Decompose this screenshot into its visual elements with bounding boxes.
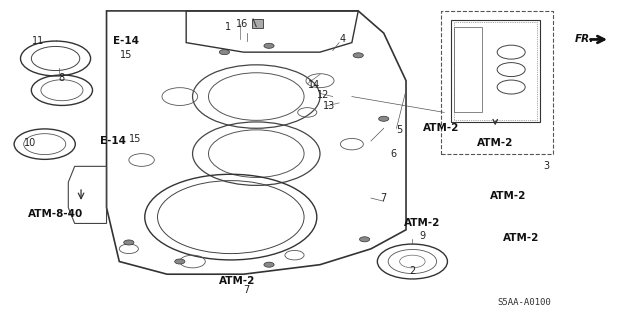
Bar [454, 27, 483, 112]
Text: 15: 15 [129, 134, 141, 144]
Text: 9: 9 [419, 231, 425, 241]
Text: 14: 14 [307, 80, 320, 91]
Text: 3: 3 [543, 161, 549, 171]
Text: ATM-2: ATM-2 [502, 233, 539, 243]
Circle shape [360, 237, 370, 242]
Text: 5: 5 [397, 125, 403, 135]
Text: 13: 13 [323, 101, 336, 111]
Bar [451, 20, 540, 122]
Circle shape [353, 53, 364, 58]
Text: 8: 8 [59, 73, 65, 83]
Text: 2: 2 [409, 266, 415, 276]
Text: 4: 4 [339, 35, 346, 44]
Text: E-14: E-14 [113, 36, 139, 46]
Text: S5AA-A0100: S5AA-A0100 [497, 298, 551, 307]
Circle shape [379, 116, 389, 121]
Text: 11: 11 [31, 36, 44, 46]
Text: 10: 10 [24, 138, 36, 148]
Text: ATM-2: ATM-2 [219, 276, 255, 285]
Circle shape [220, 50, 230, 55]
Text: FR.: FR. [575, 35, 594, 44]
Text: 12: 12 [317, 90, 330, 100]
Text: 7: 7 [244, 285, 250, 295]
Bar [454, 22, 537, 120]
Circle shape [175, 259, 185, 264]
Circle shape [264, 262, 274, 267]
Text: 15: 15 [120, 50, 132, 60]
Text: ATM-2: ATM-2 [423, 123, 460, 133]
Bar [252, 19, 263, 28]
Text: 1: 1 [225, 22, 230, 32]
Text: ATM-2: ATM-2 [477, 138, 513, 148]
Circle shape [264, 43, 274, 48]
Text: E-14: E-14 [100, 136, 126, 146]
Text: ATM-2: ATM-2 [404, 219, 440, 228]
Text: 16: 16 [236, 19, 248, 28]
Text: 7: 7 [381, 193, 387, 203]
Circle shape [124, 240, 134, 245]
Text: ATM-8-40: ATM-8-40 [28, 209, 83, 219]
Text: 6: 6 [390, 149, 396, 159]
Text: ATM-2: ATM-2 [490, 191, 526, 202]
